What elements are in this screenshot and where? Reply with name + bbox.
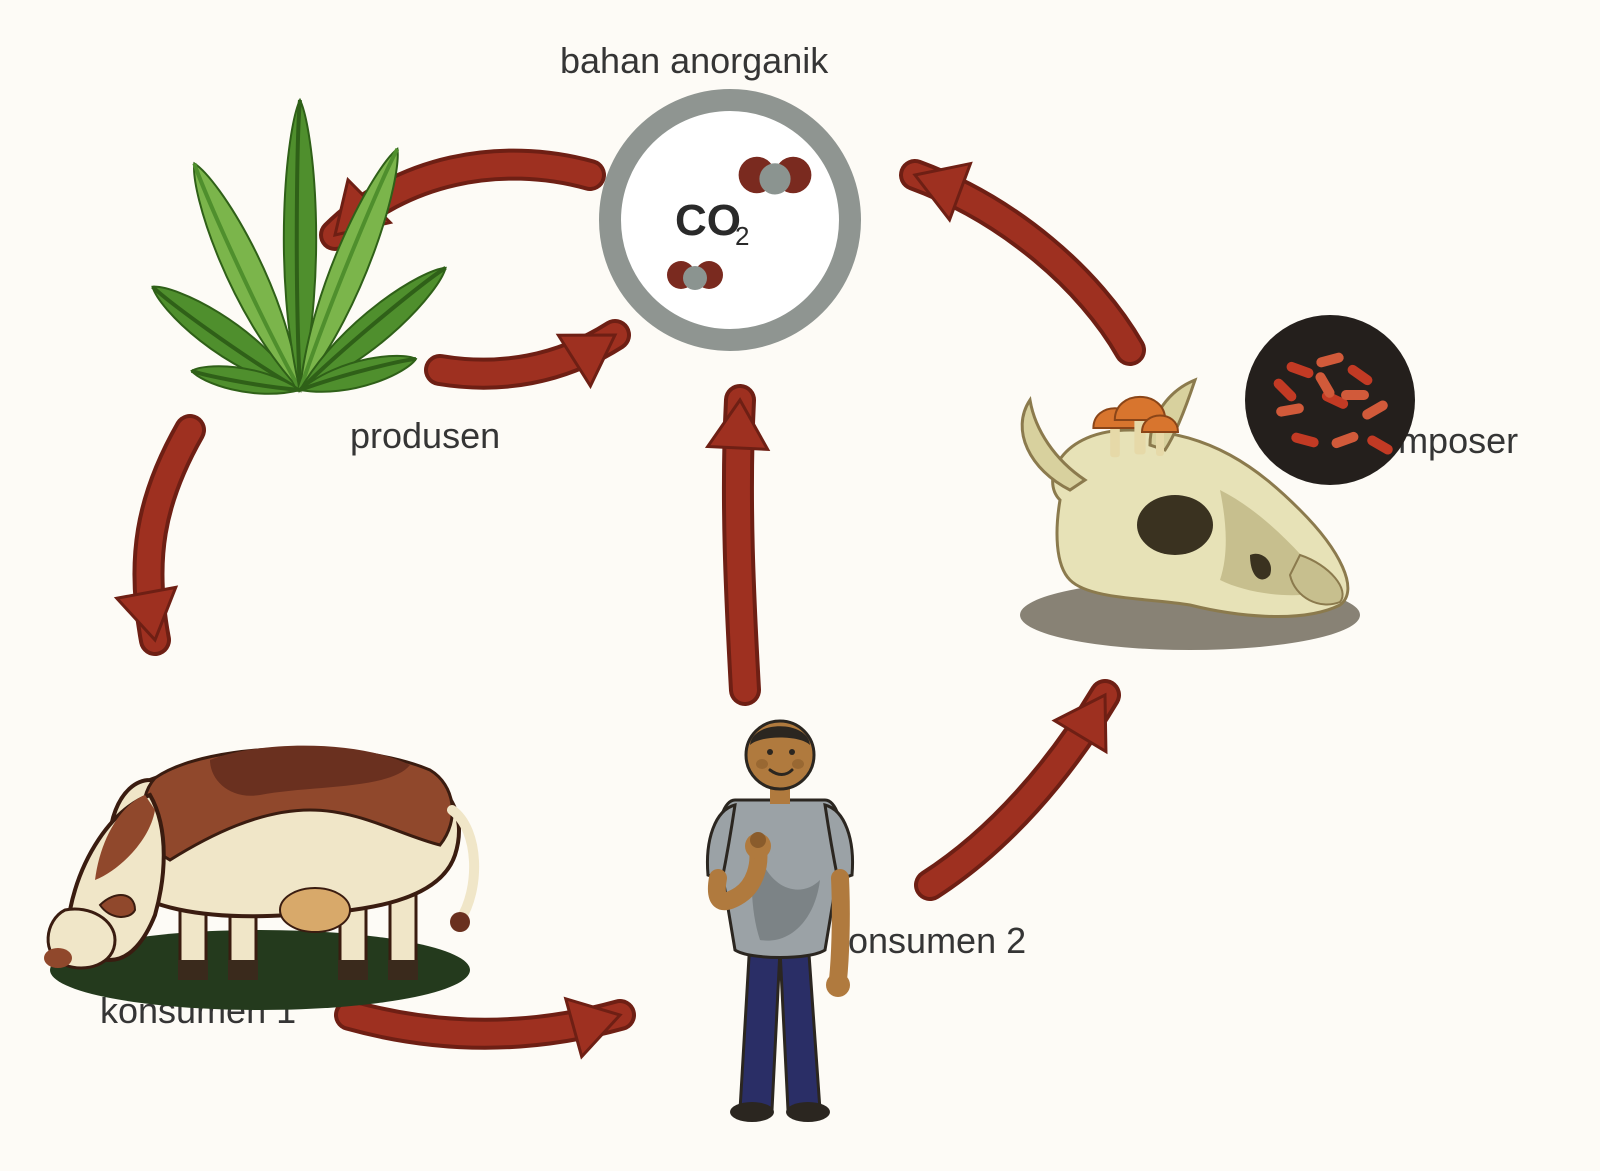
human-icon xyxy=(707,721,852,1122)
plant-icon xyxy=(143,100,456,404)
co2-icon: CO2 xyxy=(610,100,850,340)
decomposer-icon xyxy=(1020,315,1415,650)
diagram-svg: CO2 xyxy=(0,0,1600,1171)
arrow-produsen-to-anorganik xyxy=(440,33,615,386)
arrow-dekomposer-to-anorganik xyxy=(915,17,1130,350)
svg-text:2: 2 xyxy=(735,221,749,251)
diagram-canvas: bahan anorganik produsen dekomposer kons… xyxy=(0,0,1600,1171)
arrow-produsen-to-konsumen1 xyxy=(117,64,190,640)
cow-icon xyxy=(44,746,474,1010)
svg-text:CO: CO xyxy=(675,196,741,245)
